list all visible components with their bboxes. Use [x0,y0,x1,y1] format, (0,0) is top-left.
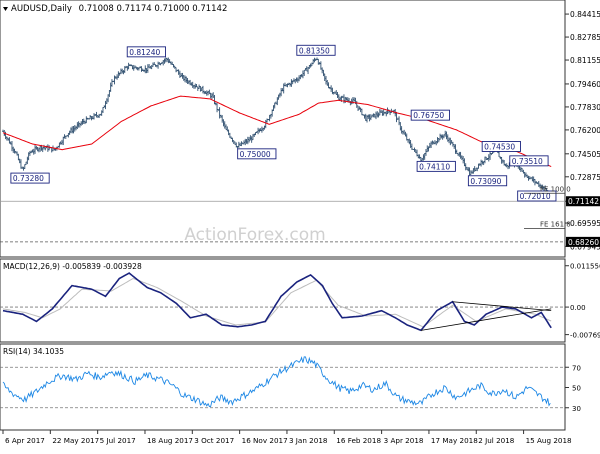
macd-trendline [420,308,552,331]
rsi-y-axis: 70 50 30 [565,364,581,413]
x-tick-label: 3 Apr 2018 [384,436,424,445]
rsi-label: RSI(14) 34.1035 [3,347,64,356]
macd-y-tick-label: -0.007694 [570,332,600,340]
price-callout-box [481,141,521,152]
price-callout-label: 0.73090 [470,177,501,186]
price-callout-box [296,44,336,56]
fibonacci-annotations: FE 100.0 FE 161.8 [524,185,571,229]
support-level-label: 0.68260 [568,238,599,247]
watermark-text: ActionForex.com [184,225,325,245]
price-y-tick-label: 0.82785 [570,33,600,42]
price-callout-box [237,148,277,160]
ohlc-readout: 0.71008 0.71174 0.71000 0.71142 [79,4,228,14]
price-y-tick-label: 0.81155 [570,56,600,65]
x-tick-label: 5 Jul 2017 [100,436,136,445]
x-tick-label: 15 Aug 2018 [526,436,572,445]
price-callout-box [517,190,557,202]
price-callout-label: 0.73510 [512,157,543,166]
price-panel: ActionForex.com AUDUSD,Daily 0.71008 0.7… [0,0,600,258]
rsi-series [2,356,551,408]
price-callout-box [10,172,50,184]
chart-title: AUDUSD,Daily 0.71008 0.71174 0.71000 0.7… [11,4,227,14]
price-callout-label: 0.76750 [413,111,444,120]
price-grid [0,200,565,243]
macd-panel-frame [0,258,566,343]
price-callout-label: 0.72010 [520,192,551,201]
price-callout-label: 0.81350 [299,46,330,55]
price-callout-box [416,160,456,172]
x-tick-label: 3 Jan 2018 [289,436,328,445]
rsi-panel-frame [0,343,566,431]
price-y-tick-label: 0.76200 [570,126,600,135]
macd-y-tick-label: 0.011556 [570,263,600,271]
macd-y-axis: 0.011556 0.00 -0.007694 [565,263,600,340]
rsi-panel: RSI(14) 34.1035 70 50 30 [0,343,581,431]
support-level-tag [566,236,600,247]
x-tick-label: 22 May 2017 [52,436,99,445]
macd-panel: MACD(12,26,9) -0.005839 -0.003928 0.0115… [0,258,600,343]
macd-trendline [452,301,552,312]
fibonacci-level-label: FE 161.8 [540,221,571,229]
rsi-line [2,356,551,408]
x-tick-label: 18 Aug 2017 [147,436,193,445]
price-callout-box [410,109,450,121]
price-callout-box [126,46,166,58]
macd-label: MACD(12,26,9) -0.005839 -0.003928 [3,262,142,271]
price-panel-frame [0,0,566,258]
rsi-y-tick-label: 50 [572,385,581,393]
rsi-y-tick-label: 30 [572,405,581,413]
current-price-tag [566,196,600,207]
fibonacci-level-label: FE 100.0 [540,185,571,193]
macd-line [2,272,552,332]
price-y-tick-label: 0.77830 [570,103,600,112]
price-callout-label: 0.74110 [419,162,450,171]
price-callouts: 0.73280 0.81240 0.75000 0.81350 0.76750 0.741… [10,44,557,202]
date-x-axis: 6 Apr 2017 22 May 2017 5 Jul 2017 18 Aug 20… [2,430,572,445]
price-y-axis: 0.84415 0.82785 0.81155 0.79460 0.77830 0.762… [565,10,600,251]
moving-average-line [2,95,552,168]
macd-y-tick-label: 0.00 [570,304,586,312]
x-tick-label: 6 Apr 2017 [5,436,45,445]
price-y-tick-label: 0.79460 [570,80,600,89]
macd-series [2,272,552,332]
rsi-grid [0,366,565,409]
x-tick-label: 2 Jul 2018 [478,436,515,445]
price-callout-label: 0.74530 [484,142,515,151]
price-y-tick-label: 0.74505 [570,150,600,159]
price-y-tick-label: 0.84415 [570,10,600,19]
x-tick-label: 16 Feb 2018 [336,436,381,445]
price-callout-label: 0.73280 [13,174,44,183]
x-tick-label: 3 Oct 2017 [194,436,234,445]
x-tick-label: 16 Nov 2017 [242,436,288,445]
price-y-tick-label: 0.72875 [570,173,600,182]
price-callout-box [509,155,549,167]
current-price-label: 0.71142 [568,197,599,206]
price-callout-label: 0.75000 [240,150,271,159]
rsi-y-tick-label: 70 [572,364,581,372]
x-tick-label: 17 May 2018 [431,436,478,445]
price-callout-label: 0.81240 [129,48,160,57]
chart-menu-triangle-icon[interactable] [3,7,8,11]
symbol-label: AUDUSD,Daily [11,4,72,14]
price-y-tick-label: 0.69595 [570,219,600,228]
price-callout-box [467,175,508,187]
